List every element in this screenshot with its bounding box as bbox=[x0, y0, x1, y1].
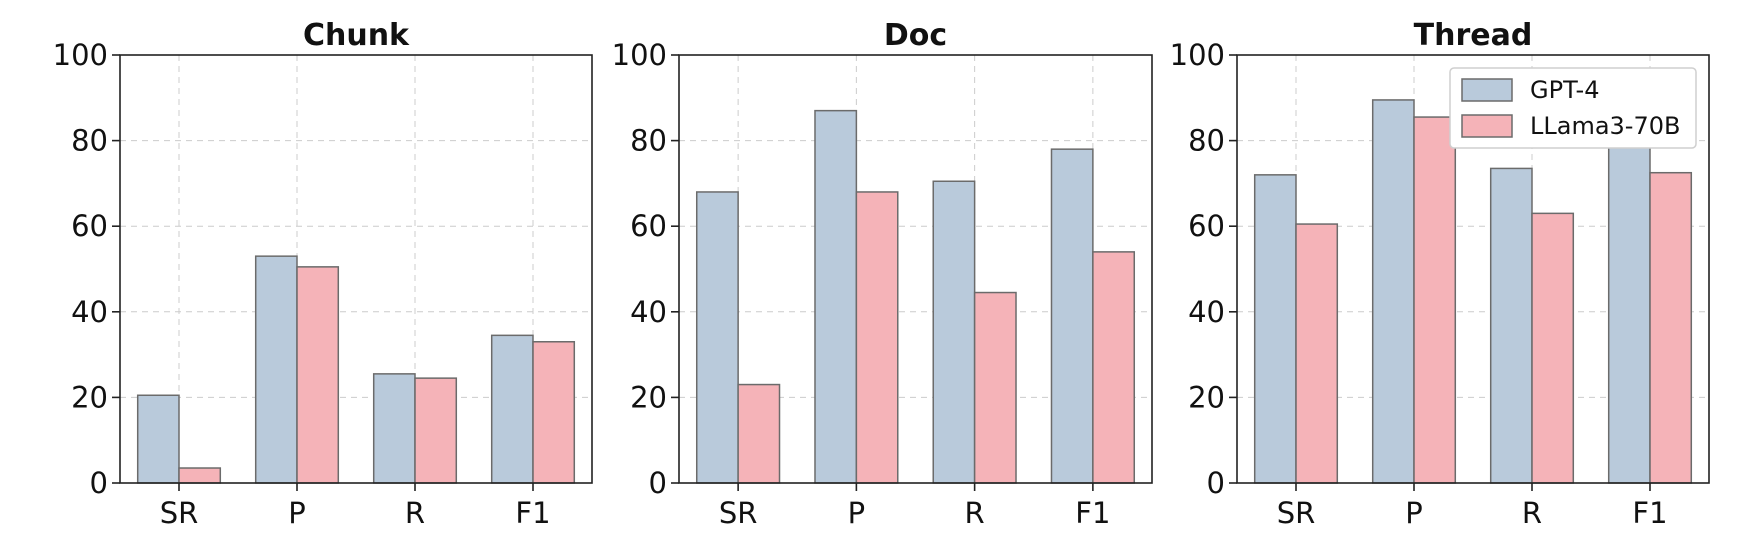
bar-gpt-4-sr bbox=[1253, 174, 1297, 484]
bar-llama3-70b-sr bbox=[1295, 223, 1339, 484]
bar-llama3-70b-p bbox=[855, 191, 899, 484]
y-tick-label: 20 bbox=[630, 380, 667, 414]
chart-title: Thread bbox=[1414, 18, 1533, 53]
y-tick-label: 20 bbox=[1188, 380, 1225, 414]
bar-llama3-70b-f1 bbox=[1649, 171, 1693, 484]
bar-llama3-70b-r bbox=[1531, 212, 1575, 484]
y-tick-label: 20 bbox=[71, 380, 108, 414]
bar-gpt-4-r bbox=[372, 373, 416, 484]
x-tick-label: F1 bbox=[515, 496, 550, 530]
bar-llama3-70b-sr bbox=[178, 467, 222, 484]
x-tick-label: SR bbox=[1277, 496, 1316, 530]
bar-llama3-70b-sr bbox=[737, 383, 781, 484]
legend-label: GPT-4 bbox=[1530, 76, 1599, 104]
chart-title: Doc bbox=[884, 18, 947, 53]
plot-frame bbox=[119, 54, 593, 484]
bar-gpt-4-r bbox=[1489, 167, 1533, 484]
x-tick-label: P bbox=[288, 496, 306, 530]
bar-gpt-4-f1 bbox=[1050, 148, 1094, 484]
bar-gpt-4-f1 bbox=[490, 334, 534, 484]
y-tick-label: 80 bbox=[630, 124, 667, 158]
bar-llama3-70b-f1 bbox=[532, 341, 576, 484]
x-tick-label: SR bbox=[719, 496, 758, 530]
bar-llama3-70b-r bbox=[414, 377, 458, 484]
chart-title: Chunk bbox=[303, 18, 410, 53]
chart-panel-chunk: 0 20 40 60 80 100 SR P R F1 Chunk bbox=[53, 18, 593, 530]
bar-gpt-4-p bbox=[254, 255, 298, 484]
bar-gpt-4-p bbox=[1371, 99, 1415, 484]
y-tick-label: 0 bbox=[90, 466, 108, 500]
y-tick-label: 80 bbox=[1188, 124, 1225, 158]
bar-gpt-4-r bbox=[932, 180, 976, 484]
y-tick-label: 40 bbox=[71, 295, 108, 329]
bar-llama3-70b-p bbox=[1413, 116, 1457, 484]
y-tick-label: 80 bbox=[71, 124, 108, 158]
x-tick-label: P bbox=[848, 496, 866, 530]
y-tick-label: 100 bbox=[1170, 38, 1225, 72]
bar-llama3-70b-p bbox=[296, 266, 340, 484]
legend: GPT-4 LLama3-70B bbox=[1449, 67, 1697, 149]
x-tick-label: F1 bbox=[1075, 496, 1110, 530]
y-tick-label: 60 bbox=[1188, 209, 1225, 243]
x-tick-label: R bbox=[965, 496, 985, 530]
x-tick-label: P bbox=[1405, 496, 1423, 530]
y-tick-label: 100 bbox=[53, 38, 108, 72]
plot-frame bbox=[678, 54, 1153, 484]
y-tick-label: 0 bbox=[1207, 466, 1225, 500]
bar-gpt-4-sr bbox=[136, 394, 180, 484]
x-tick-label: SR bbox=[160, 496, 199, 530]
bar-gpt-4-sr bbox=[695, 191, 739, 484]
chart-panel-thread: 0 20 40 60 80 100 SR P R F1 Thread bbox=[1170, 18, 1710, 530]
y-tick-label: 0 bbox=[649, 466, 667, 500]
y-tick-label: 60 bbox=[71, 209, 108, 243]
bar-gpt-4-p bbox=[814, 109, 858, 484]
legend-label: LLama3-70B bbox=[1530, 112, 1680, 140]
plot-frame bbox=[1236, 54, 1710, 484]
y-tick-label: 60 bbox=[630, 209, 667, 243]
bar-gpt-4-f1 bbox=[1607, 124, 1651, 484]
legend-swatch-llama3-70b bbox=[1461, 114, 1513, 138]
x-tick-label: R bbox=[405, 496, 425, 530]
y-tick-label: 40 bbox=[1188, 295, 1225, 329]
y-tick-label: 100 bbox=[612, 38, 667, 72]
x-tick-label: R bbox=[1522, 496, 1542, 530]
bar-llama3-70b-f1 bbox=[1092, 251, 1136, 484]
x-tick-label: F1 bbox=[1632, 496, 1667, 530]
legend-swatch-gpt-4 bbox=[1461, 78, 1513, 102]
chart-panel-doc: 0 20 40 60 80 100 SR P R F1 Doc bbox=[612, 18, 1153, 530]
y-tick-label: 40 bbox=[630, 295, 667, 329]
bar-llama3-70b-r bbox=[973, 291, 1017, 484]
